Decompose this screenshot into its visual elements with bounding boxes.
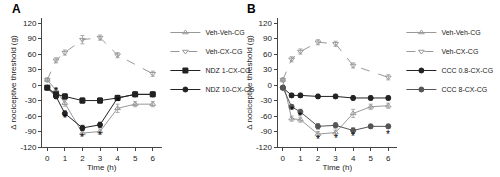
svg-text:60: 60 (263, 50, 272, 59)
svg-text:*: * (351, 131, 355, 142)
svg-text:2: 2 (316, 154, 321, 163)
svg-text:3: 3 (98, 154, 103, 163)
svg-text:120: 120 (259, 19, 273, 28)
svg-text:NDZ 1-CX-CG: NDZ 1-CX-CG (205, 67, 250, 74)
svg-text:Time (h): Time (h) (323, 163, 353, 172)
svg-text:CCC 8-CX-CG: CCC 8-CX-CG (441, 86, 487, 93)
svg-text:-30: -30 (25, 96, 37, 105)
svg-text:Veh-Veh-CG: Veh-Veh-CG (205, 29, 244, 36)
svg-text:Δ nociceptive threshold (g): Δ nociceptive threshold (g) (245, 35, 254, 130)
svg-text:1: 1 (298, 154, 303, 163)
svg-text:*: * (290, 105, 294, 116)
svg-text:90: 90 (263, 34, 272, 43)
svg-text:4: 4 (115, 154, 120, 163)
svg-text:Δ nociceptive threshold (g): Δ nociceptive threshold (g) (9, 35, 18, 130)
svg-text:0: 0 (267, 81, 272, 90)
svg-text:1: 1 (63, 154, 68, 163)
svg-text:Veh-CX-CG: Veh-CX-CG (441, 48, 478, 55)
svg-text:30: 30 (27, 65, 36, 74)
svg-text:3: 3 (333, 154, 338, 163)
svg-text:6: 6 (150, 154, 155, 163)
svg-text:-60: -60 (25, 112, 37, 121)
svg-text:NDZ 10-CX-CG: NDZ 10-CX-CG (205, 86, 254, 93)
svg-text:Time (h): Time (h) (87, 163, 117, 172)
svg-text:*: * (54, 86, 58, 97)
svg-text:-90: -90 (25, 127, 37, 136)
svg-text:*: * (80, 132, 84, 143)
svg-text:5: 5 (133, 154, 138, 163)
svg-text:Veh-CX-CG: Veh-CX-CG (205, 48, 242, 55)
svg-text:*: * (298, 111, 302, 122)
svg-text:90: 90 (27, 34, 36, 43)
svg-text:2: 2 (80, 154, 85, 163)
svg-text:*: * (98, 130, 102, 141)
svg-text:Veh-Veh-CG: Veh-Veh-CG (441, 29, 480, 36)
svg-text:CCC 0.8-CX-CG: CCC 0.8-CX-CG (441, 67, 493, 74)
svg-text:0: 0 (281, 154, 286, 163)
svg-text:*: * (63, 113, 67, 124)
svg-text:-120: -120 (20, 143, 37, 152)
svg-text:B: B (247, 2, 256, 16)
svg-text:60: 60 (27, 50, 36, 59)
svg-text:-30: -30 (260, 96, 272, 105)
svg-text:*: * (334, 133, 338, 144)
svg-text:*: * (116, 96, 120, 107)
svg-text:*: * (386, 129, 390, 140)
svg-text:-120: -120 (256, 143, 273, 152)
svg-text:120: 120 (23, 19, 37, 28)
svg-text:4: 4 (351, 154, 356, 163)
svg-text:-60: -60 (260, 112, 272, 121)
svg-text:6: 6 (386, 154, 391, 163)
svg-text:-90: -90 (260, 127, 272, 136)
svg-text:30: 30 (263, 65, 272, 74)
svg-text:5: 5 (368, 154, 373, 163)
svg-text:A: A (12, 2, 21, 16)
svg-text:*: * (316, 134, 320, 145)
svg-text:0: 0 (45, 154, 50, 163)
svg-text:0: 0 (32, 81, 37, 90)
